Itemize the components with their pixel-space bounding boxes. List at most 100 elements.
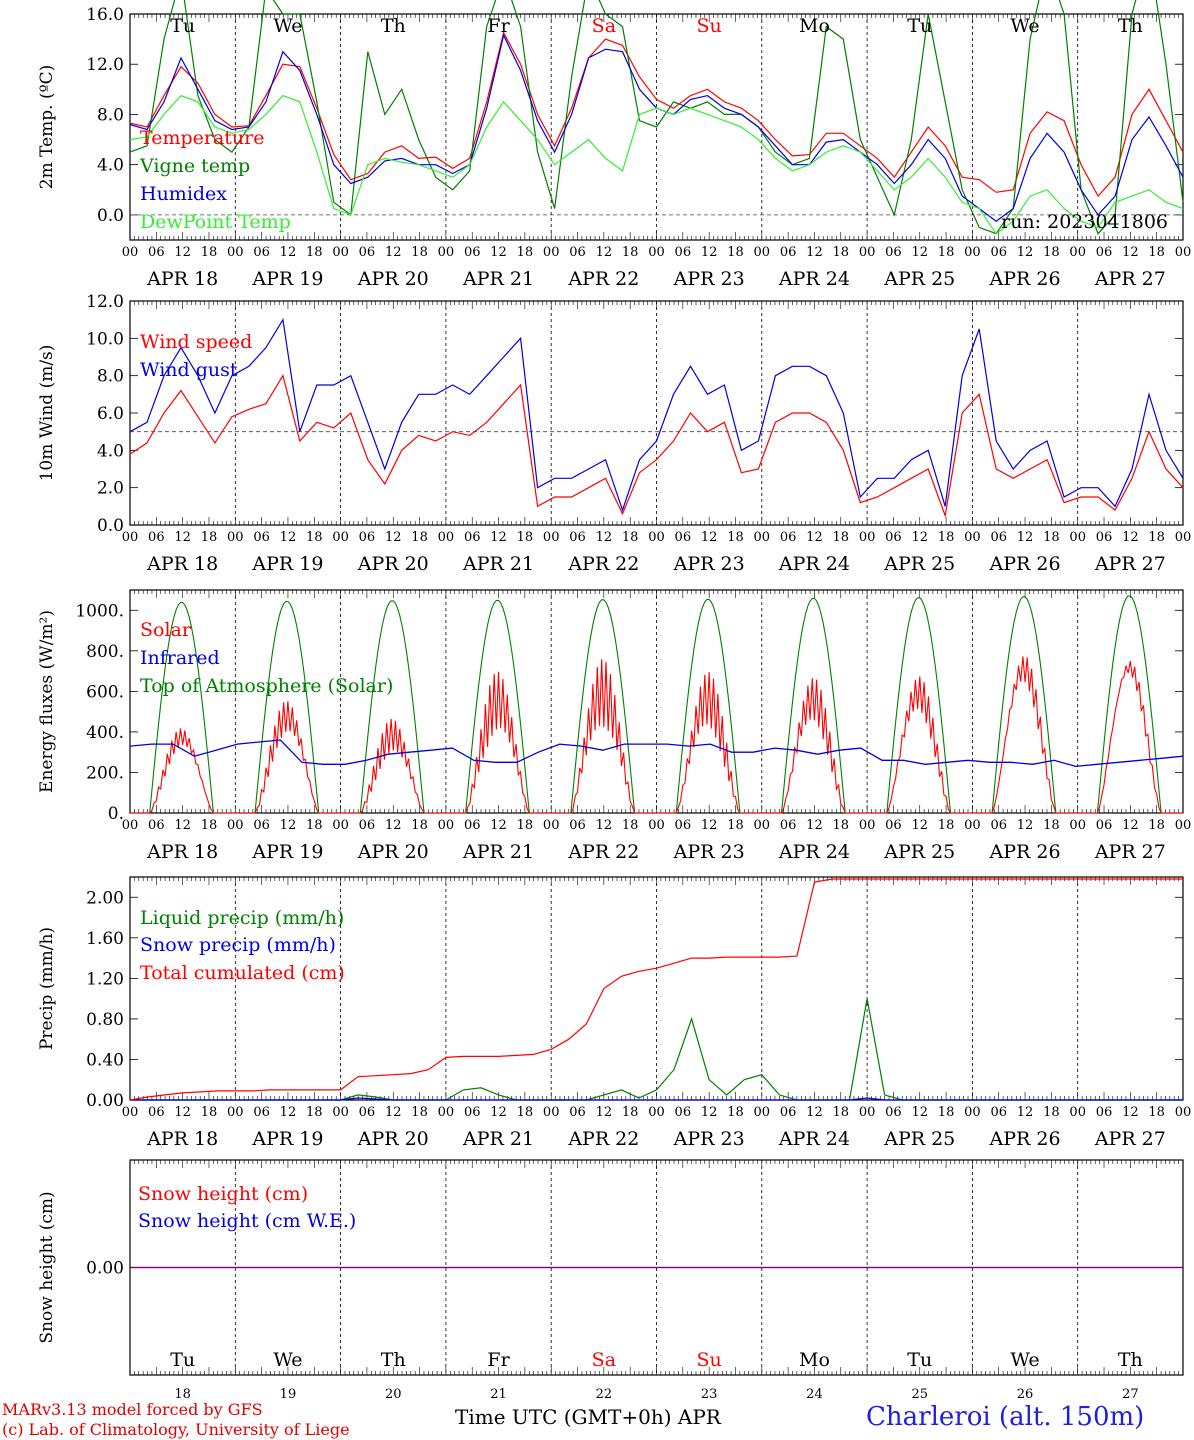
panel-frame: [129, 300, 1184, 526]
hour-label: 06: [569, 1105, 586, 1120]
hour-label: 12: [280, 245, 297, 260]
weekday-label: Th: [1118, 15, 1143, 37]
y-tick-label: 800.: [86, 642, 124, 662]
hour-label: 00: [754, 245, 771, 260]
hour-label: 06: [253, 818, 270, 833]
weekday-label: Th: [381, 1349, 406, 1371]
date-label: APR 24: [778, 1128, 850, 1150]
hour-label: 00: [859, 530, 876, 545]
hour-label: 06: [675, 818, 692, 833]
date-label: APR 24: [778, 553, 850, 575]
date-label: APR 20: [357, 841, 429, 863]
hour-label: 12: [1017, 1105, 1034, 1120]
y-tick-label: 0.40: [86, 1050, 124, 1070]
hour-label: 06: [990, 818, 1007, 833]
weekday-label: Fr: [487, 1349, 510, 1371]
weekday-label: Tu: [170, 15, 195, 37]
model-credit: MARv3.13 model forced by GFS: [2, 1400, 263, 1419]
hour-label: 00: [122, 818, 139, 833]
hour-label: 06: [780, 245, 797, 260]
date-label: APR 21: [462, 1128, 534, 1150]
hour-label: 12: [701, 530, 718, 545]
y-tick-label: 8.0: [97, 367, 124, 387]
hour-label: 18: [306, 1105, 323, 1120]
y-tick-label: 6.0: [97, 404, 124, 424]
date-label: APR 22: [567, 268, 639, 290]
hour-label: 00: [438, 530, 455, 545]
legend-entry: Snow height (cm): [138, 1183, 308, 1205]
hour-label: 18: [622, 1105, 639, 1120]
y-tick-label: 200.: [86, 763, 124, 783]
date-label: APR 27: [1094, 268, 1166, 290]
hour-label: 12: [1017, 818, 1034, 833]
date-label: APR 19: [251, 268, 323, 290]
hour-label: 18: [622, 530, 639, 545]
hour-label: 06: [359, 1105, 376, 1120]
hour-label: 12: [1017, 245, 1034, 260]
hour-label: 06: [464, 530, 481, 545]
hour-label: 06: [464, 1105, 481, 1120]
hour-label: 18: [306, 245, 323, 260]
hour-label: 00: [964, 1105, 981, 1120]
hour-label: 18: [201, 1105, 218, 1120]
date-label: APR 26: [989, 841, 1061, 863]
hour-label: 00: [1175, 245, 1192, 260]
hour-label: 18: [938, 1105, 955, 1120]
hour-label: 06: [990, 530, 1007, 545]
day-number-label: 24: [806, 1387, 823, 1402]
hour-label: 06: [464, 818, 481, 833]
date-label: APR 21: [462, 268, 534, 290]
hour-label: 12: [596, 818, 613, 833]
series-line-total-cumulated-cm-: [129, 878, 1183, 1101]
hour-label: 06: [569, 530, 586, 545]
hour-label: 12: [701, 818, 718, 833]
hour-label: 00: [964, 245, 981, 260]
y-axis-label: Energy fluxes (W/m²): [37, 610, 57, 793]
hour-label: 12: [701, 245, 718, 260]
y-tick-label: 4.0: [97, 441, 124, 461]
hour-label: 12: [701, 1105, 718, 1120]
hour-label: 12: [911, 530, 928, 545]
hour-label: 12: [385, 818, 402, 833]
date-label: APR 27: [1094, 841, 1166, 863]
hour-label: 00: [964, 530, 981, 545]
hour-label: 06: [885, 1105, 902, 1120]
hour-label: 18: [411, 530, 428, 545]
y-tick-label: 0.00: [86, 1259, 124, 1279]
y-tick-label: 2.00: [86, 888, 124, 908]
y-tick-label: 2.0: [97, 479, 124, 499]
lab-credit: (c) Lab. of Climatology, University of L…: [2, 1420, 350, 1439]
date-label: APR 26: [989, 268, 1061, 290]
y-tick-label: 400.: [86, 723, 124, 743]
y-tick-label: 12.0: [86, 55, 124, 75]
hour-label: 12: [596, 245, 613, 260]
y-tick-label: 4.0: [97, 156, 124, 176]
hour-label: 18: [1043, 530, 1060, 545]
hour-label: 18: [938, 530, 955, 545]
weekday-label: Mo: [799, 1349, 830, 1371]
hour-label: 12: [806, 818, 823, 833]
hour-label: 12: [1122, 1105, 1139, 1120]
legend-entry: Wind speed: [140, 331, 252, 353]
hour-label: 00: [1175, 530, 1192, 545]
hour-label: 00: [227, 245, 244, 260]
date-label: APR 27: [1094, 1128, 1166, 1150]
hour-label: 00: [332, 245, 349, 260]
hour-label: 06: [1096, 530, 1113, 545]
hour-label: 12: [490, 530, 507, 545]
hour-label: 12: [911, 818, 928, 833]
hour-label: 12: [174, 818, 191, 833]
date-label: APR 22: [567, 1128, 639, 1150]
y-tick-label: 0.: [108, 804, 124, 824]
hour-label: 00: [543, 530, 560, 545]
hour-label: 18: [1043, 245, 1060, 260]
hour-label: 06: [675, 530, 692, 545]
date-label: APR 19: [251, 553, 323, 575]
hour-label: 12: [174, 245, 191, 260]
legend-entry: Liquid precip (mm/h): [140, 907, 344, 929]
hour-label: 00: [1069, 1105, 1086, 1120]
weekday-label: Tu: [907, 15, 932, 37]
weekday-label: Tu: [170, 1349, 195, 1371]
hour-label: 06: [990, 245, 1007, 260]
hour-label: 12: [596, 530, 613, 545]
